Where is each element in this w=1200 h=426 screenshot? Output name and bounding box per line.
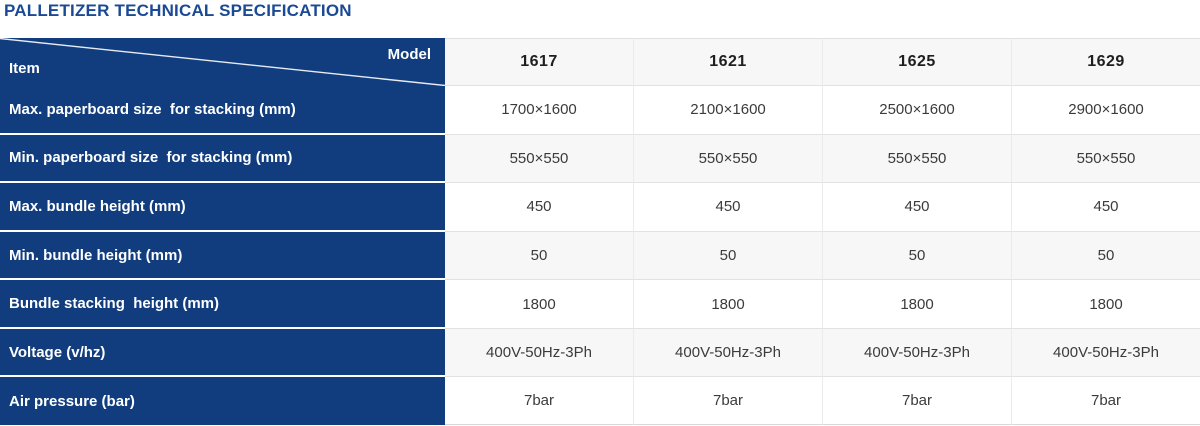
corner-item-label: Item <box>9 60 40 77</box>
model-column-header: 1629 <box>1012 38 1200 86</box>
table-cell: 2900×1600 <box>1012 86 1200 135</box>
table-cell: 1800 <box>823 280 1012 329</box>
table-cell: 7bar <box>445 377 634 426</box>
row-label: Min. paperboard size for stacking (mm) <box>0 134 445 184</box>
table-cell: 450 <box>445 183 634 232</box>
table-row: Voltage (v/hz) 400V-50Hz-3Ph 400V-50Hz-3… <box>0 328 1200 378</box>
table-row: Air pressure (bar) 7bar 7bar 7bar 7bar <box>0 377 1200 426</box>
row-label: Voltage (v/hz) <box>0 328 445 378</box>
table-cell: 400V-50Hz-3Ph <box>823 328 1012 378</box>
row-label: Bundle stacking height (mm) <box>0 280 445 329</box>
row-label: Max. paperboard size for stacking (mm) <box>0 86 445 135</box>
table-cell: 1800 <box>1012 280 1200 329</box>
table-cell: 2500×1600 <box>823 86 1012 135</box>
table-row: Bundle stacking height (mm) 1800 1800 18… <box>0 280 1200 329</box>
table-cell: 450 <box>1012 183 1200 232</box>
table-cell: 450 <box>634 183 823 232</box>
corner-cell: Model Item <box>0 38 445 86</box>
table-cell: 7bar <box>634 377 823 426</box>
model-column-header: 1617 <box>445 38 634 86</box>
table-cell: 1800 <box>634 280 823 329</box>
table-cell: 50 <box>1012 231 1200 281</box>
table-cell: 50 <box>445 231 634 281</box>
corner-model-label: Model <box>387 46 431 63</box>
table-cell: 550×550 <box>1012 134 1200 184</box>
table-cell: 50 <box>634 231 823 281</box>
table-cell: 7bar <box>823 377 1012 426</box>
row-label: Max. bundle height (mm) <box>0 183 445 232</box>
table-cell: 450 <box>823 183 1012 232</box>
model-column-header: 1625 <box>823 38 1012 86</box>
row-label: Min. bundle height (mm) <box>0 231 445 281</box>
table-row: Max. paperboard size for stacking (mm) 1… <box>0 86 1200 135</box>
diagonal-divider-line <box>0 38 445 86</box>
row-label: Air pressure (bar) <box>0 377 445 426</box>
table-cell: 1800 <box>445 280 634 329</box>
table-cell: 400V-50Hz-3Ph <box>634 328 823 378</box>
table-cell: 400V-50Hz-3Ph <box>445 328 634 378</box>
page-title: PALLETIZER TECHNICAL SPECIFICATION <box>4 1 352 20</box>
table-cell: 2100×1600 <box>634 86 823 135</box>
table-cell: 550×550 <box>823 134 1012 184</box>
table-cell: 550×550 <box>445 134 634 184</box>
table-cell: 50 <box>823 231 1012 281</box>
table-cell: 400V-50Hz-3Ph <box>1012 328 1200 378</box>
table-row: Max. bundle height (mm) 450 450 450 450 <box>0 183 1200 232</box>
table-header-row: Model Item 1617 1621 1625 1629 <box>0 38 1200 86</box>
spec-table: Model Item 1617 1621 1625 1629 Max. pape… <box>0 38 1200 426</box>
table-row: Min. paperboard size for stacking (mm) 5… <box>0 134 1200 184</box>
table-cell: 550×550 <box>634 134 823 184</box>
table-cell: 7bar <box>1012 377 1200 426</box>
model-column-header: 1621 <box>634 38 823 86</box>
table-row: Min. bundle height (mm) 50 50 50 50 <box>0 231 1200 281</box>
table-cell: 1700×1600 <box>445 86 634 135</box>
